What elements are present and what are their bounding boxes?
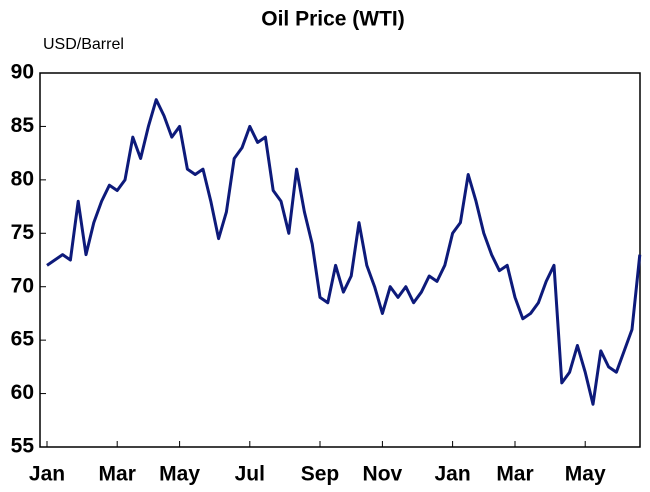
x-tick-label: Jan <box>435 463 471 486</box>
y-tick-label: 90 <box>11 61 34 84</box>
x-tick-label: Jan <box>29 463 65 486</box>
y-tick-label: 60 <box>11 381 34 404</box>
x-tick-label: Nov <box>363 463 403 486</box>
x-tick-label: Sep <box>301 463 340 486</box>
x-tick-label: Mar <box>496 463 533 486</box>
price-line <box>46 98 642 406</box>
x-tick-label: Jul <box>235 463 265 486</box>
x-tick-label: Mar <box>99 463 136 486</box>
x-tick-label: May <box>159 463 200 486</box>
chart-title: Oil Price (WTI) <box>261 8 405 31</box>
y-tick-label: 75 <box>11 221 35 244</box>
y-tick-label: 70 <box>11 274 34 297</box>
y-tick-label: 85 <box>11 114 35 137</box>
y-tick-label: 65 <box>11 328 35 351</box>
x-tick-label: May <box>565 463 606 486</box>
y-axis-label: USD/Barrel <box>43 36 124 53</box>
plot-frame <box>39 72 641 448</box>
y-tick-label: 55 <box>11 435 35 458</box>
y-tick-label: 80 <box>11 167 34 190</box>
